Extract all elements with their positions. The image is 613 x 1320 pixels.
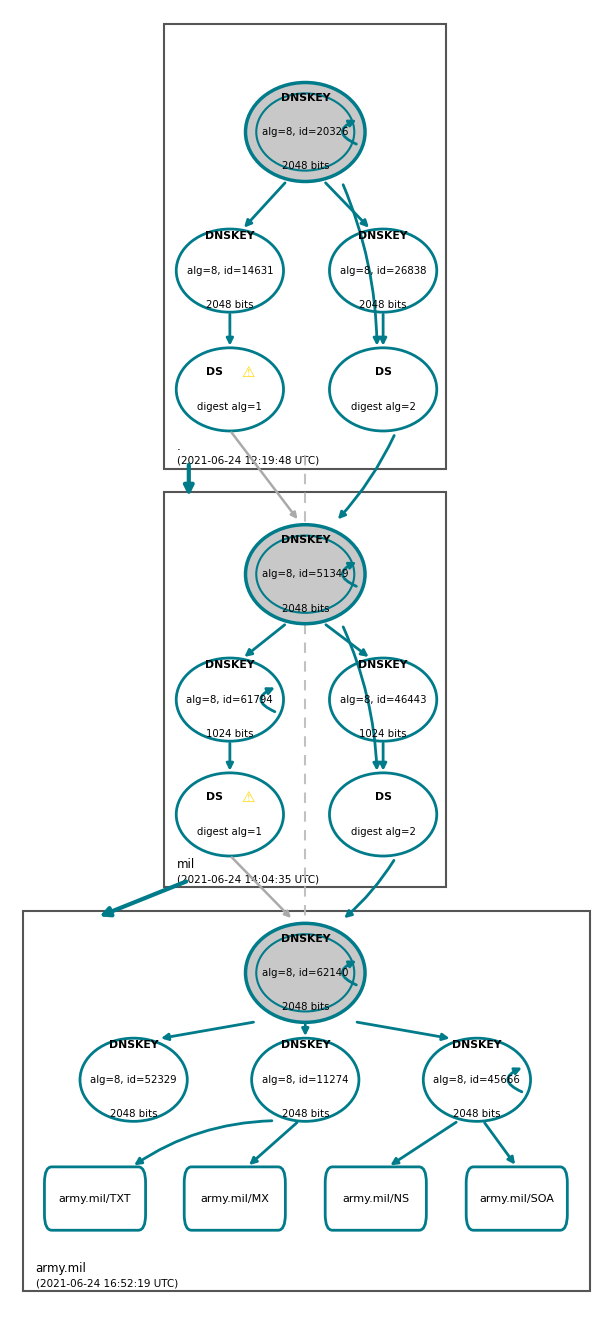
Text: alg=8, id=45666: alg=8, id=45666 <box>433 1074 520 1085</box>
FancyBboxPatch shape <box>44 1167 146 1230</box>
Ellipse shape <box>330 774 437 855</box>
Text: DNSKEY: DNSKEY <box>281 92 330 103</box>
Text: alg=8, id=52329: alg=8, id=52329 <box>90 1074 177 1085</box>
FancyBboxPatch shape <box>466 1167 568 1230</box>
Text: DNSKEY: DNSKEY <box>281 933 330 944</box>
FancyBboxPatch shape <box>164 492 446 887</box>
Text: alg=8, id=14631: alg=8, id=14631 <box>186 265 273 276</box>
Text: (2021-06-24 16:52:19 UTC): (2021-06-24 16:52:19 UTC) <box>36 1278 178 1288</box>
Text: DNSKEY: DNSKEY <box>281 1040 330 1051</box>
Text: digest alg=1: digest alg=1 <box>197 401 262 412</box>
Text: 2048 bits: 2048 bits <box>281 1002 329 1012</box>
Text: 2048 bits: 2048 bits <box>281 603 329 614</box>
Ellipse shape <box>177 230 283 312</box>
Text: DS: DS <box>206 367 223 378</box>
Text: mil: mil <box>177 858 195 871</box>
Ellipse shape <box>245 524 365 624</box>
Text: army.mil: army.mil <box>36 1262 86 1275</box>
Ellipse shape <box>330 657 437 742</box>
Text: DNSKEY: DNSKEY <box>281 535 330 545</box>
Ellipse shape <box>177 347 283 430</box>
Text: DNSKEY: DNSKEY <box>359 231 408 242</box>
Text: alg=8, id=11274: alg=8, id=11274 <box>262 1074 349 1085</box>
Ellipse shape <box>256 536 354 612</box>
FancyBboxPatch shape <box>325 1167 427 1230</box>
Text: DNSKEY: DNSKEY <box>205 660 254 671</box>
Text: DS: DS <box>206 792 223 803</box>
Ellipse shape <box>245 924 365 1022</box>
Text: DNSKEY: DNSKEY <box>359 660 408 671</box>
Text: army.mil/MX: army.mil/MX <box>200 1193 269 1204</box>
Text: digest alg=2: digest alg=2 <box>351 401 416 412</box>
FancyBboxPatch shape <box>164 24 446 469</box>
Text: digest alg=2: digest alg=2 <box>351 826 416 837</box>
Ellipse shape <box>245 82 365 181</box>
Text: army.mil/SOA: army.mil/SOA <box>479 1193 554 1204</box>
Ellipse shape <box>423 1038 531 1121</box>
Text: 1024 bits: 1024 bits <box>359 729 407 739</box>
Text: 1024 bits: 1024 bits <box>206 729 254 739</box>
Text: army.mil/NS: army.mil/NS <box>342 1193 409 1204</box>
Text: alg=8, id=26838: alg=8, id=26838 <box>340 265 427 276</box>
Text: 2048 bits: 2048 bits <box>281 161 329 172</box>
Text: DNSKEY: DNSKEY <box>205 231 254 242</box>
Text: alg=8, id=62140: alg=8, id=62140 <box>262 968 349 978</box>
Text: alg=8, id=51349: alg=8, id=51349 <box>262 569 349 579</box>
Text: 2048 bits: 2048 bits <box>453 1109 501 1119</box>
Text: DS: DS <box>375 792 392 803</box>
Text: army.mil/TXT: army.mil/TXT <box>59 1193 131 1204</box>
Text: (2021-06-24 14:04:35 UTC): (2021-06-24 14:04:35 UTC) <box>177 874 319 884</box>
Text: 2048 bits: 2048 bits <box>206 300 254 310</box>
Text: (2021-06-24 12:19:48 UTC): (2021-06-24 12:19:48 UTC) <box>177 455 319 466</box>
Text: .: . <box>177 440 180 453</box>
Text: 2048 bits: 2048 bits <box>110 1109 158 1119</box>
FancyBboxPatch shape <box>185 1167 286 1230</box>
Text: digest alg=1: digest alg=1 <box>197 826 262 837</box>
Ellipse shape <box>177 657 283 742</box>
Text: DNSKEY: DNSKEY <box>109 1040 158 1051</box>
Text: ⚠: ⚠ <box>242 364 255 380</box>
Text: DS: DS <box>375 367 392 378</box>
Ellipse shape <box>256 94 354 170</box>
Ellipse shape <box>256 935 354 1011</box>
Ellipse shape <box>330 347 437 430</box>
Ellipse shape <box>80 1038 188 1121</box>
Text: DNSKEY: DNSKEY <box>452 1040 501 1051</box>
FancyBboxPatch shape <box>23 911 590 1291</box>
Text: alg=8, id=46443: alg=8, id=46443 <box>340 694 427 705</box>
Text: 2048 bits: 2048 bits <box>359 300 407 310</box>
Ellipse shape <box>330 230 437 312</box>
Text: alg=8, id=20326: alg=8, id=20326 <box>262 127 349 137</box>
Ellipse shape <box>252 1038 359 1121</box>
Ellipse shape <box>177 774 283 855</box>
Text: alg=8, id=61794: alg=8, id=61794 <box>186 694 273 705</box>
Text: 2048 bits: 2048 bits <box>281 1109 329 1119</box>
Text: ⚠: ⚠ <box>242 789 255 805</box>
